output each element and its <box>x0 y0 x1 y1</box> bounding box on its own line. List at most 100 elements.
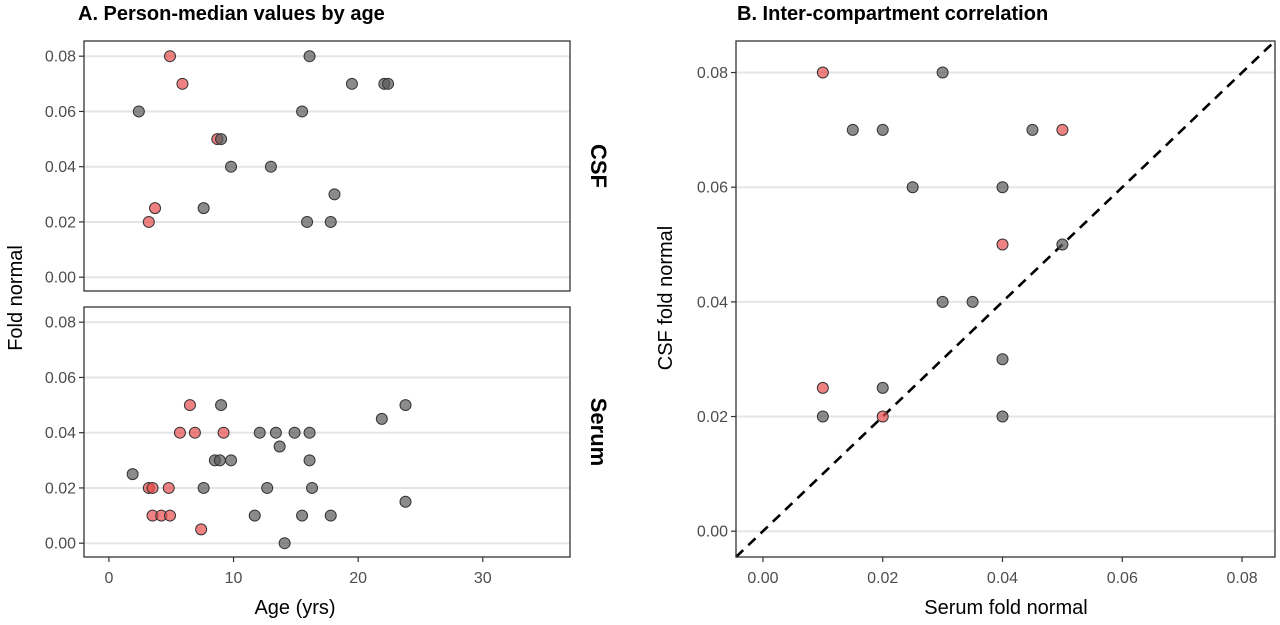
facet-label-serum: Serum <box>586 398 611 466</box>
data-point-csf <box>197 202 210 215</box>
y-tick-label: 0.06 <box>697 180 728 197</box>
data-point-serum <box>225 454 238 467</box>
data-point <box>1056 123 1069 136</box>
data-point-serum <box>146 481 159 494</box>
y-tick-label-csf: 0.06 <box>45 104 76 121</box>
data-point <box>1026 123 1039 136</box>
data-point-serum <box>163 509 176 522</box>
data-point-serum <box>188 426 201 439</box>
data-point <box>996 238 1009 251</box>
data-point-csf <box>328 188 341 201</box>
x-tick-label: 10 <box>225 570 243 587</box>
data-point-serum <box>248 509 261 522</box>
data-point-serum <box>399 399 412 412</box>
y-tick-label-serum: 0.08 <box>45 315 76 332</box>
facet-csf: 0.00 0.02 0.04 0.06 0.08 <box>45 40 571 292</box>
x-tick-label: 0.00 <box>747 570 778 587</box>
panel-a-x-axis: 0 10 20 30 <box>104 557 492 587</box>
data-point <box>1056 238 1069 251</box>
data-point-serum <box>197 481 210 494</box>
data-point-serum <box>278 537 291 550</box>
data-point-serum <box>173 426 186 439</box>
data-point-serum <box>306 481 319 494</box>
x-tick-label: 0 <box>104 570 113 587</box>
x-tick-label: 0.02 <box>867 570 898 587</box>
data-point-serum <box>269 426 282 439</box>
data-point <box>996 181 1009 194</box>
data-point-csf <box>382 77 395 90</box>
data-point-csf <box>225 160 238 173</box>
data-point-csf <box>301 215 314 228</box>
panel-a: A. Person-median values by age Fold norm… <box>5 3 611 619</box>
data-point-csf <box>303 50 316 63</box>
data-point-csf <box>132 105 145 118</box>
panel-a-title: A. Person-median values by age <box>78 3 385 25</box>
data-point-serum <box>217 426 230 439</box>
data-point-serum <box>215 399 228 412</box>
data-point-csf <box>324 215 337 228</box>
data-point-serum <box>126 468 139 481</box>
facet-label-csf: CSF <box>586 144 611 188</box>
panel-a-y-axis-label: Fold normal <box>5 245 27 351</box>
data-point <box>876 123 889 136</box>
data-point-serum <box>195 523 208 536</box>
y-tick-label-csf: 0.04 <box>45 159 76 176</box>
data-point <box>936 66 949 79</box>
data-point-serum <box>261 481 274 494</box>
data-point-serum <box>303 454 316 467</box>
data-point-serum <box>399 495 412 508</box>
data-point <box>816 381 829 394</box>
identity-reference-line <box>735 40 1276 558</box>
data-point <box>996 410 1009 423</box>
data-point <box>816 410 829 423</box>
y-tick-label-serum: 0.02 <box>45 480 76 497</box>
data-point-csf <box>176 77 189 90</box>
data-point-serum <box>162 481 175 494</box>
x-tick-label: 30 <box>474 570 492 587</box>
data-point-csf <box>163 50 176 63</box>
panel-b: B. Inter-compartment correlation CSF fol… <box>655 3 1276 619</box>
data-point-serum <box>375 412 388 425</box>
y-tick-label: 0.04 <box>697 294 728 311</box>
data-point-serum <box>213 454 226 467</box>
x-tick-label: 0.08 <box>1226 570 1257 587</box>
x-tick-label: 0.06 <box>1107 570 1138 587</box>
data-point-serum <box>303 426 316 439</box>
y-tick-label-csf: 0.02 <box>45 214 76 231</box>
panel-b-x-axis-label: Serum fold normal <box>924 597 1087 619</box>
y-tick-label: 0.02 <box>697 409 728 426</box>
panel-b-plot: 0.00 0.02 0.04 0.06 0.08 0.00 0.02 0.04 0.06 0.08 <box>697 40 1276 587</box>
y-tick-label-serum: 0.00 <box>45 536 76 553</box>
data-point-serum <box>288 426 301 439</box>
data-point-csf <box>142 215 155 228</box>
y-tick-label: 0.08 <box>697 65 728 82</box>
y-tick-label-serum: 0.04 <box>45 425 76 442</box>
data-point <box>876 381 889 394</box>
facet-border-serum <box>83 306 571 558</box>
facet-border-csf <box>83 40 571 292</box>
data-point <box>846 123 859 136</box>
y-tick-label-serum: 0.06 <box>45 370 76 387</box>
panel-b-title: B. Inter-compartment correlation <box>737 3 1048 25</box>
data-point-csf <box>149 202 162 215</box>
data-point <box>816 66 829 79</box>
y-tick-label-csf: 0.00 <box>45 270 76 287</box>
x-tick-label: 0.04 <box>987 570 1018 587</box>
data-point-serum <box>273 440 286 453</box>
panel-a-x-axis-label: Age (yrs) <box>254 597 335 619</box>
data-point-serum <box>253 426 266 439</box>
data-point <box>996 353 1009 366</box>
data-point-csf <box>345 77 358 90</box>
data-point <box>876 410 889 423</box>
data-point-csf <box>296 105 309 118</box>
panel-b-border <box>735 40 1276 558</box>
y-tick-label: 0.00 <box>697 524 728 541</box>
data-point-csf <box>215 133 228 146</box>
facet-serum: 0.00 0.02 0.04 0.06 0.08 <box>45 306 571 558</box>
panel-b-y-axis-label: CSF fold normal <box>655 226 677 371</box>
data-point-csf <box>264 160 277 173</box>
data-point-serum <box>183 399 196 412</box>
x-tick-label: 20 <box>349 570 367 587</box>
data-point <box>966 295 979 308</box>
